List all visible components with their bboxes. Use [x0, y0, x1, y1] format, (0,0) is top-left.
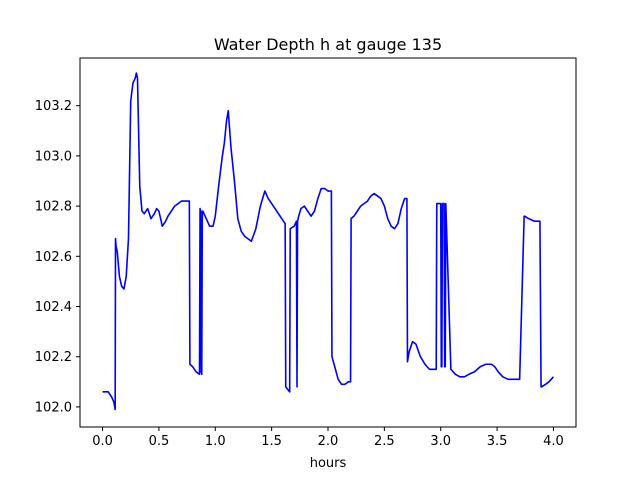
x-axis-label: hours — [310, 456, 347, 471]
y-tick-label: 103.0 — [35, 149, 72, 164]
x-tick-label: 1.5 — [261, 434, 282, 449]
y-tick-label: 102.8 — [35, 200, 72, 215]
y-tick-label: 102.0 — [35, 400, 72, 415]
y-tick-label: 102.2 — [35, 350, 72, 365]
x-tick-label: 2.5 — [374, 434, 395, 449]
x-tick-label: 3.0 — [430, 434, 451, 449]
x-tick-label: 3.5 — [487, 434, 508, 449]
series-line — [102, 72, 555, 411]
y-tick-label: 102.4 — [35, 300, 72, 315]
y-tick-label: 103.2 — [35, 99, 72, 114]
x-tick-label: 1.0 — [205, 434, 226, 449]
series-layer — [102, 72, 555, 411]
y-axis: 102.0 102.2 102.4 102.6 102.8 103.0 103.2 — [35, 99, 80, 415]
x-axis: 0.0 0.5 1.0 1.5 2.0 2.5 3.0 3.5 4.0 — [92, 427, 564, 449]
x-tick-label: 0.5 — [149, 434, 170, 449]
x-tick-label: 2.0 — [318, 434, 339, 449]
chart-title: Water Depth h at gauge 135 — [214, 35, 442, 54]
y-tick-label: 102.6 — [35, 250, 72, 265]
plot-frame — [79, 57, 577, 428]
x-tick-label: 0.0 — [92, 434, 113, 449]
x-tick-label: 4.0 — [543, 434, 564, 449]
